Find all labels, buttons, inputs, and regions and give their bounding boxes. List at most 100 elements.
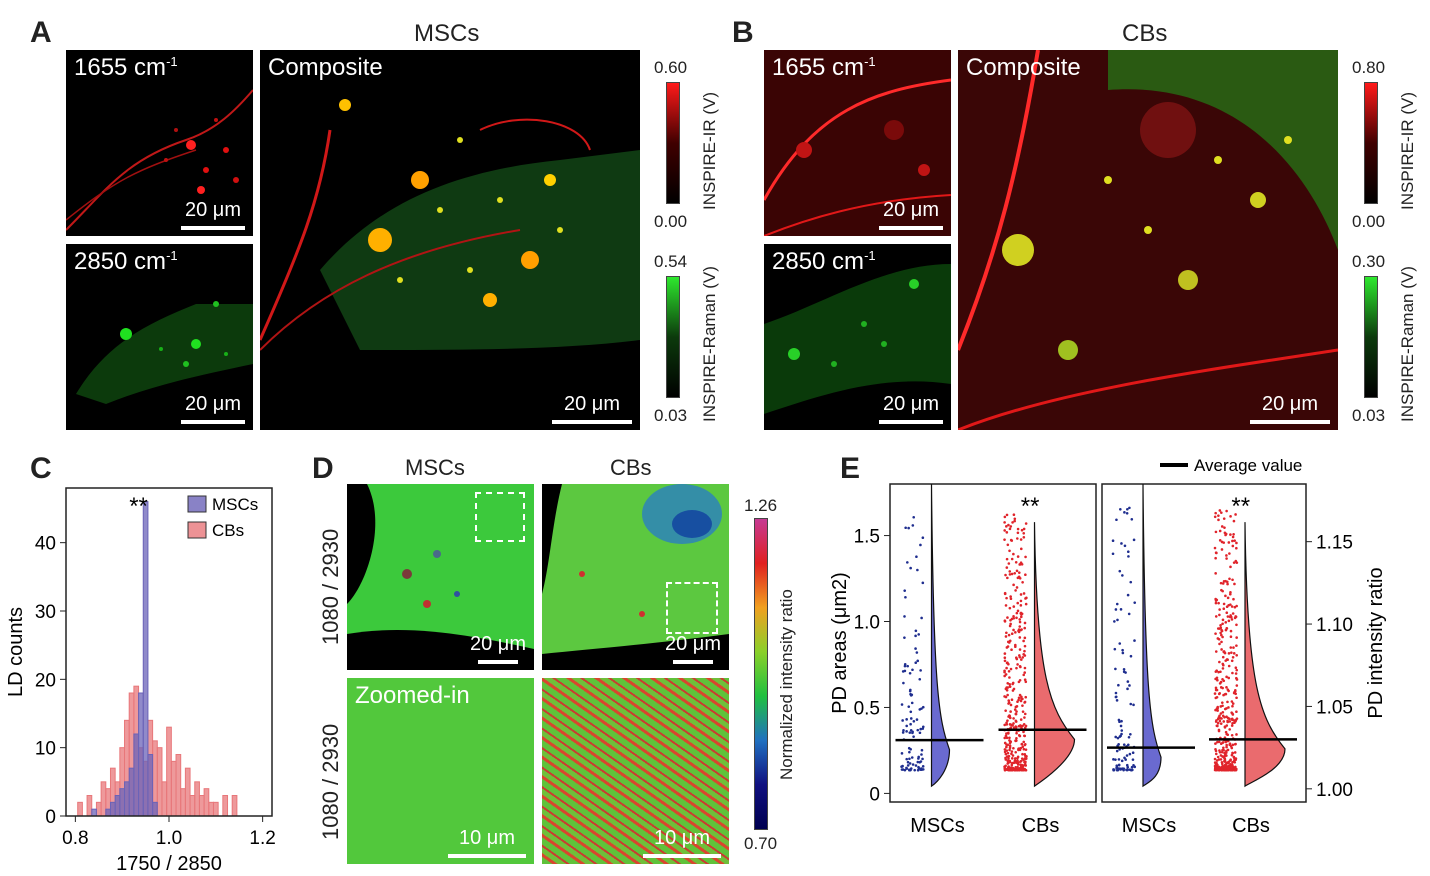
data-point <box>1214 551 1218 555</box>
data-point <box>1024 555 1027 559</box>
data-point <box>1121 574 1124 577</box>
data-point <box>1005 646 1009 649</box>
data-point <box>1213 757 1217 761</box>
data-point <box>1015 731 1018 735</box>
data-point <box>1219 581 1223 585</box>
data-point <box>1019 561 1023 564</box>
data-point <box>1114 667 1117 671</box>
cb-ir-image: 1655 cm-1 20 μm <box>764 50 951 236</box>
data-point <box>1231 743 1235 747</box>
data-point <box>1221 748 1224 752</box>
data-point <box>921 757 924 761</box>
data-point <box>1016 755 1020 759</box>
histogram-bar <box>109 801 116 817</box>
data-point <box>1130 765 1134 769</box>
cb-ir-label: 1655 cm-1 <box>772 54 876 81</box>
raman-cb-min: 0.03 <box>654 406 688 425</box>
data-point <box>1225 605 1229 609</box>
data-point <box>1022 531 1026 535</box>
panel-d-col-cb: CBs <box>610 455 652 480</box>
x-category-label: CBs <box>1022 815 1060 837</box>
data-point <box>1007 633 1011 637</box>
data-point <box>1023 700 1027 704</box>
data-point <box>1120 719 1123 723</box>
data-point <box>1234 672 1238 675</box>
data-point <box>1221 582 1225 585</box>
histogram-bar <box>194 781 200 817</box>
data-point <box>1130 518 1134 521</box>
data-point <box>921 725 925 729</box>
data-point <box>1218 749 1221 752</box>
data-point <box>1113 620 1116 623</box>
histogram-bar <box>170 760 177 817</box>
data-point <box>1008 716 1012 720</box>
data-point <box>1231 702 1235 705</box>
data-point <box>1112 768 1116 772</box>
legend-label: MSCs <box>212 495 258 514</box>
data-point <box>1214 768 1218 772</box>
significance-marker: ** <box>1231 493 1250 520</box>
histogram-bar <box>95 801 102 817</box>
data-point <box>1214 615 1218 618</box>
data-point <box>1133 639 1136 642</box>
data-point <box>1232 533 1235 536</box>
data-point <box>1216 678 1219 682</box>
data-point <box>1019 724 1022 727</box>
cb-ir-texture <box>764 50 951 236</box>
y-axis-label: PD intensity ratio <box>1365 567 1387 718</box>
data-point <box>1218 719 1222 723</box>
msc-zoomed-map: Zoomed-in 10 μm <box>347 678 534 864</box>
scale-bar: 10 μm <box>643 827 721 858</box>
data-point <box>1015 768 1019 772</box>
data-point <box>1224 621 1228 624</box>
data-point <box>1006 543 1010 547</box>
panel-letter-d: D <box>312 452 334 485</box>
data-point <box>1022 723 1026 726</box>
data-point <box>1119 608 1123 611</box>
data-point <box>1220 750 1224 754</box>
data-point <box>1230 618 1234 621</box>
data-point <box>1010 648 1013 652</box>
data-point <box>901 731 905 734</box>
data-point <box>906 760 910 764</box>
histogram-bar <box>114 795 121 817</box>
data-point <box>1023 734 1027 738</box>
data-point <box>906 664 909 668</box>
data-point <box>1024 522 1028 525</box>
data-point <box>1008 527 1012 531</box>
data-point <box>1221 589 1224 593</box>
data-point <box>1004 734 1008 738</box>
data-point <box>1021 710 1025 713</box>
data-point <box>1214 650 1218 653</box>
data-point <box>1229 533 1232 536</box>
data-point <box>1118 735 1122 738</box>
data-point <box>1213 764 1217 768</box>
data-point <box>1111 552 1115 556</box>
ir-cb-label: INSPIRE-IR (V) <box>700 91 719 210</box>
data-point <box>1215 688 1219 692</box>
data-point <box>1222 755 1225 759</box>
data-point <box>903 669 907 673</box>
data-point <box>906 561 909 564</box>
panel-letter-c: C <box>30 452 52 485</box>
data-point <box>1235 541 1238 545</box>
data-point <box>1022 639 1025 643</box>
data-point <box>1018 768 1021 772</box>
legend-label: CBs <box>212 521 244 540</box>
data-point <box>1004 573 1007 577</box>
data-point <box>1127 743 1130 747</box>
data-point <box>1014 631 1017 634</box>
data-point <box>1012 746 1015 750</box>
data-point <box>916 728 920 732</box>
data-point <box>1005 723 1009 726</box>
data-point <box>1009 622 1012 626</box>
data-point <box>1016 759 1019 762</box>
cb-raman-image: 2850 cm-1 20 μm <box>764 244 951 430</box>
legend-swatch <box>187 521 207 539</box>
data-point <box>1231 671 1234 675</box>
data-point <box>916 659 920 663</box>
data-point <box>1005 566 1009 569</box>
y-tick-label: 1.0 <box>854 613 880 634</box>
data-point <box>1117 758 1121 761</box>
data-point <box>1008 682 1012 686</box>
